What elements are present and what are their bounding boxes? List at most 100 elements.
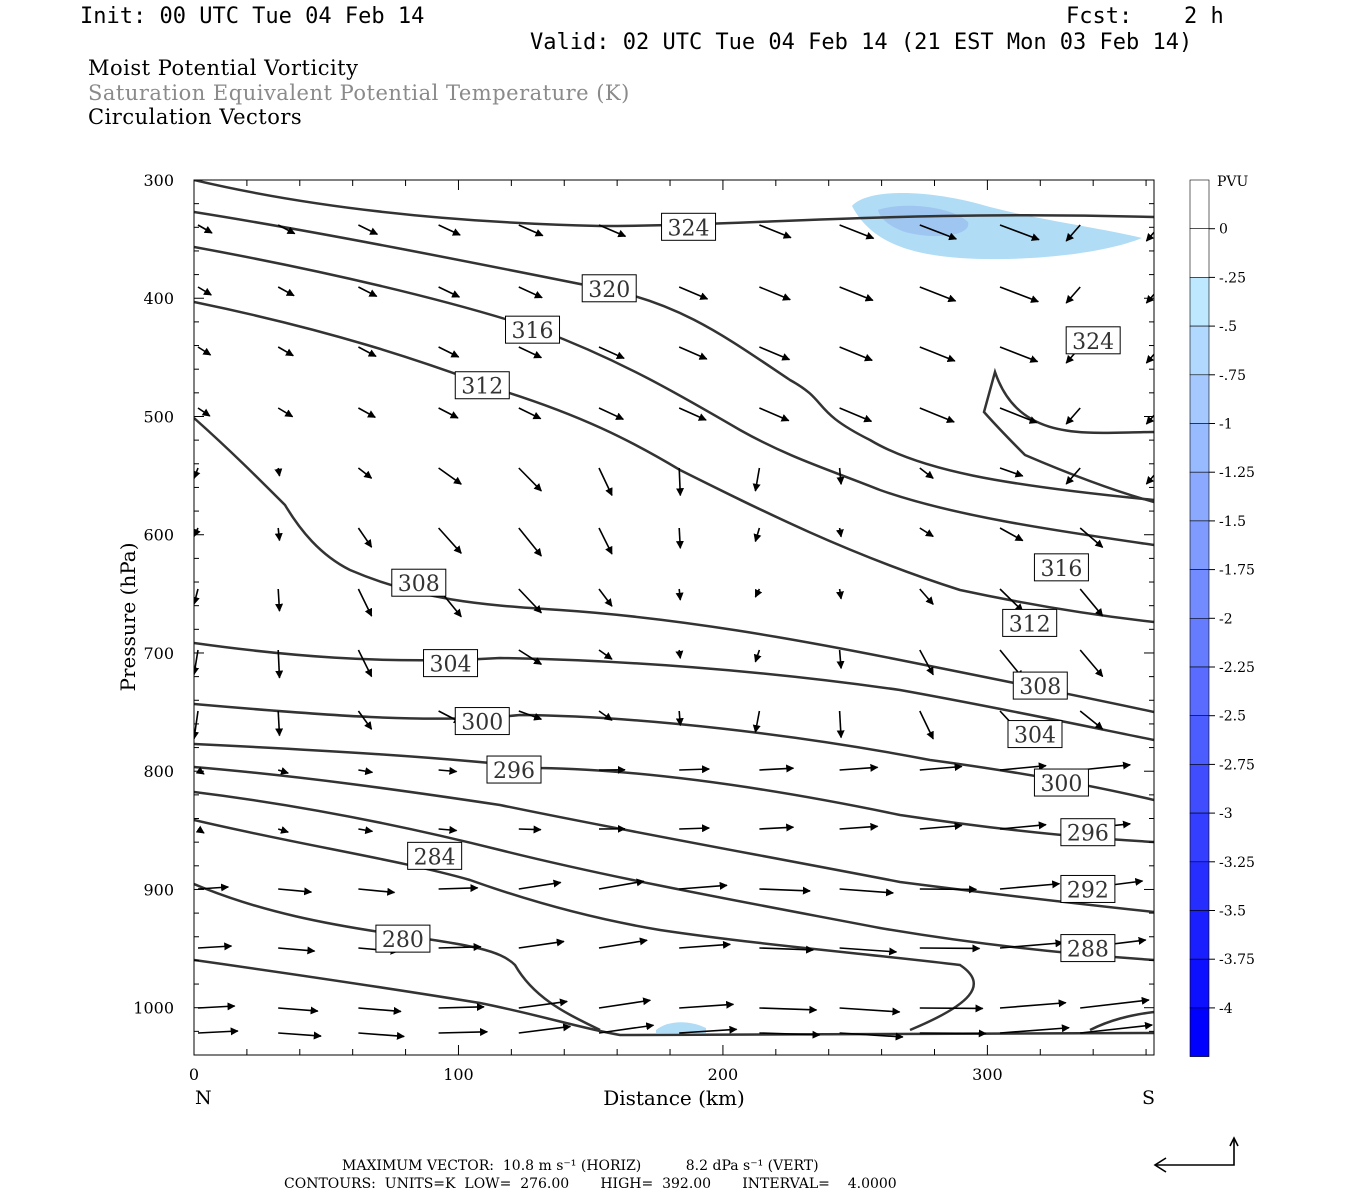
wind-vector <box>759 1030 821 1039</box>
colorbar-segment <box>1189 374 1210 424</box>
y-tick-label: 1000 <box>133 999 174 1018</box>
contour-line <box>194 742 1154 844</box>
colorbar-label: -3.25 <box>1219 855 1255 871</box>
wind-vector <box>598 1022 655 1034</box>
wind-vector <box>438 1003 485 1012</box>
wind-vector <box>598 407 625 421</box>
colorbar-label: -2.5 <box>1219 709 1246 725</box>
wind-vector <box>518 407 542 420</box>
max-vector-note: MAXIMUM VECTOR: 10.8 m s⁻¹ (HORIZ) 8.2 d… <box>342 1158 819 1174</box>
wind-vector <box>598 878 645 890</box>
colorbar-segment <box>1189 179 1210 230</box>
y-tick-label: 400 <box>143 289 174 308</box>
plot-frame <box>193 179 1155 1056</box>
y-axis-label: Pressure (hPa) <box>116 543 140 692</box>
wind-vector <box>678 286 709 300</box>
wind-vector <box>1065 224 1081 242</box>
wind-vector <box>358 346 377 358</box>
wind-vector <box>752 467 761 492</box>
colorbar-label: -1 <box>1219 417 1233 433</box>
wind-vector <box>278 887 313 896</box>
wind-vector <box>518 588 542 614</box>
contour-label: 312 <box>1002 608 1058 637</box>
wind-vector <box>759 1005 818 1014</box>
wind-vector <box>999 527 1024 542</box>
wind-vector <box>438 467 462 485</box>
svg-text:300: 300 <box>1040 772 1082 797</box>
wind-vector <box>1079 649 1104 678</box>
wind-vector <box>518 1023 572 1034</box>
contour-line <box>194 300 1154 624</box>
wind-vector <box>999 880 1061 890</box>
y-tick-label: 600 <box>143 526 174 545</box>
colorbar-units: PVU <box>1217 174 1249 190</box>
wind-vector <box>919 588 934 605</box>
wind-vector <box>919 710 934 740</box>
wind-vector <box>438 407 459 419</box>
wind-vector <box>598 649 613 660</box>
contour-info-note: CONTOURS: UNITS=K LOW= 276.00 HIGH= 392.… <box>284 1176 897 1192</box>
colorbar-label: -3 <box>1219 806 1233 822</box>
wind-vector <box>275 649 284 679</box>
wind-vector <box>839 1032 904 1041</box>
contour-label: 300 <box>1033 768 1089 797</box>
colorbar-label: -4 <box>1219 1001 1233 1017</box>
wind-vector <box>678 346 708 360</box>
wind-vector <box>754 588 763 598</box>
wind-vector <box>1080 1021 1153 1034</box>
colorbar-label: -2 <box>1219 611 1233 627</box>
wind-vector <box>438 346 460 358</box>
contour-label: 296 <box>1060 818 1116 847</box>
colorbar-label: -1.75 <box>1219 563 1255 579</box>
wind-vector <box>518 286 543 299</box>
colorbar-segment <box>1189 666 1210 717</box>
wind-vector <box>598 937 648 949</box>
wind-vector <box>919 407 955 423</box>
svg-text:312: 312 <box>461 375 503 400</box>
wind-vector <box>197 346 212 356</box>
wind-vector <box>1160 528 1173 553</box>
wind-vector <box>598 710 613 721</box>
wind-vector <box>999 224 1040 241</box>
contour-line <box>194 790 1154 962</box>
wind-vector <box>277 407 294 418</box>
contour-line <box>194 210 1154 502</box>
wind-vector <box>197 942 233 951</box>
wind-vector <box>438 527 462 554</box>
wind-vector <box>518 649 543 666</box>
y-tick-label: 900 <box>143 880 174 899</box>
svg-text:316: 316 <box>1040 557 1082 582</box>
wind-vector <box>919 286 957 303</box>
contour-line <box>982 367 1154 504</box>
wind-vector <box>919 822 963 831</box>
wind-vector <box>839 947 898 956</box>
colorbar-segment <box>1189 1007 1210 1057</box>
wind-vector <box>274 527 283 542</box>
wind-vector <box>1160 589 1173 617</box>
wind-vector <box>358 407 376 419</box>
wind-vector <box>194 588 200 605</box>
wind-vector <box>438 943 482 952</box>
wind-vector <box>679 940 731 949</box>
wind-vector <box>197 1027 239 1036</box>
wind-vector <box>679 824 710 833</box>
wind-vector <box>999 821 1047 830</box>
contour-label: 316 <box>1033 553 1089 582</box>
wind-vector <box>518 346 543 359</box>
contour-label: 324 <box>661 212 717 241</box>
wind-vector <box>1079 588 1104 617</box>
colorbar-label: -2.25 <box>1219 660 1255 676</box>
x-tick-label: 0 <box>189 1065 199 1084</box>
wind-vector <box>679 881 728 890</box>
colorbar-segment <box>1189 471 1210 522</box>
x-end-label-left: N <box>195 1087 212 1109</box>
wind-vector <box>598 224 627 238</box>
wind-vector <box>358 1031 405 1040</box>
wind-vector <box>999 588 1024 612</box>
wind-vector <box>759 764 795 773</box>
wind-vector <box>919 527 934 538</box>
wind-vector <box>759 886 811 895</box>
colorbar-segment <box>1189 958 1210 1009</box>
wind-vector <box>518 467 542 492</box>
